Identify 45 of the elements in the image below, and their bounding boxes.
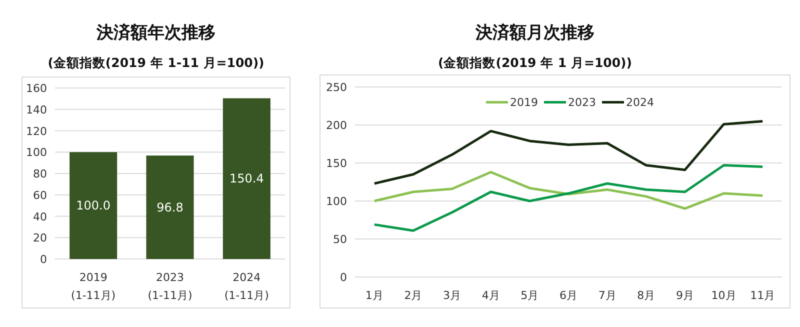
y-tick-label: 100 — [26, 146, 47, 160]
x-tick-label: 3月 — [443, 289, 462, 302]
bar — [222, 98, 270, 259]
y-tick-label: 50 — [333, 233, 347, 246]
chart-title: 決済額年次推移 — [96, 23, 216, 43]
y-tick-label: 150 — [326, 157, 347, 170]
y-tick-label: 140 — [26, 103, 47, 116]
legend-label: 2019 — [510, 96, 538, 110]
y-tick-label: 20 — [33, 232, 47, 245]
y-tick-label: 40 — [33, 210, 47, 224]
chart-title: 決済額月次推移 — [474, 23, 594, 43]
y-tick-label: 120 — [26, 124, 47, 138]
x-tick-label: 2023 (1-11月) — [148, 271, 192, 302]
legend-label: 2023 — [568, 96, 596, 110]
y-tick-label: 0 — [40, 253, 47, 266]
legend-label: 2024 — [626, 96, 654, 110]
y-tick-label: 250 — [326, 81, 347, 94]
chart-subtitle: (金額指数(2019 年 1 月=100)) — [438, 55, 632, 70]
bar — [70, 152, 118, 259]
x-tick-label: 5月 — [520, 289, 539, 302]
x-tick-label: 1月 — [365, 289, 384, 302]
y-tick-label: 0 — [340, 271, 347, 284]
x-tick-label: 2019 (1-11月) — [71, 271, 116, 302]
data-label: 150.4 — [229, 172, 264, 186]
data-label: 100.0 — [76, 198, 111, 213]
y-tick-label: 60 — [33, 188, 47, 202]
y-tick-label: 200 — [326, 119, 347, 132]
x-tick-label: 2月 — [404, 289, 422, 302]
x-tick-label: 2024 (1-11月) — [224, 271, 269, 302]
x-tick-label: 11月 — [750, 289, 776, 302]
data-label: 96.8 — [156, 200, 184, 214]
y-tick-label: 80 — [33, 168, 47, 180]
x-tick-label: 10月 — [711, 289, 736, 302]
chart-subtitle: (金額指数(2019 年 1-11 月=100)) — [48, 55, 264, 70]
x-tick-label: 8月 — [637, 289, 656, 302]
line-series — [373, 120, 764, 185]
bar — [146, 156, 194, 259]
x-tick-label: 4月 — [482, 289, 500, 302]
line-series — [373, 164, 764, 232]
y-tick-label: 100 — [326, 195, 347, 208]
x-tick-label: 9月 — [676, 289, 694, 302]
line-series — [373, 170, 764, 210]
x-tick-label: 7月 — [598, 289, 616, 302]
y-tick-label: 160 — [26, 82, 47, 95]
x-tick-label: 6月 — [560, 289, 578, 302]
